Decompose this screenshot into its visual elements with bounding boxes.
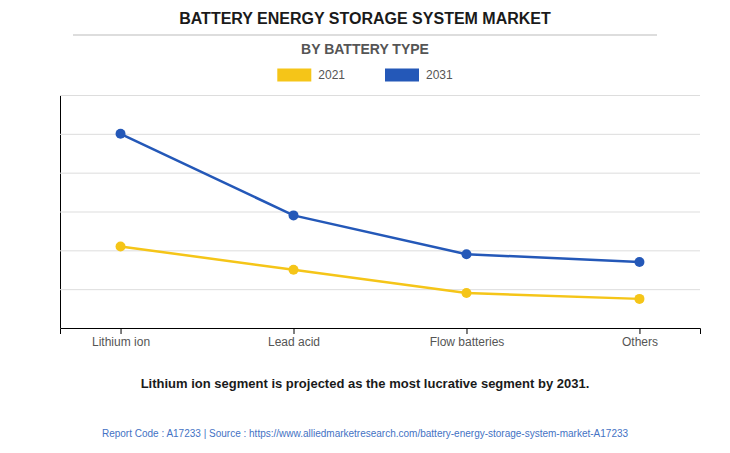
x-tick-label: Lithium ion — [92, 335, 150, 349]
series-point — [289, 265, 299, 275]
subtitle: BY BATTERY TYPE — [301, 41, 429, 57]
series-line — [121, 134, 640, 262]
series-point — [461, 288, 471, 298]
x-tick-label: Lead acid — [268, 335, 320, 349]
x-tick: Flow batteries — [430, 328, 505, 349]
title-rule — [73, 35, 657, 36]
series-group — [116, 129, 645, 304]
grid-line — [60, 95, 700, 96]
x-axis-line — [61, 329, 701, 335]
series-line — [121, 246, 640, 298]
series-point — [116, 241, 126, 251]
grid-line — [60, 289, 700, 290]
x-tick-mark — [466, 328, 467, 334]
x-tick-label: Flow batteries — [430, 335, 505, 349]
x-tick-mark — [121, 328, 122, 334]
series-point — [116, 129, 126, 139]
series-point — [289, 210, 299, 220]
footer: Report Code : A17233 | Source : https://… — [102, 428, 629, 439]
legend-label: 2031 — [426, 68, 453, 82]
y-tick — [60, 95, 700, 96]
chart: BATTERY ENERGY STORAGE SYSTEM MARKET BY B… — [0, 0, 730, 453]
y-tick — [60, 134, 700, 135]
legend: 2021 2031 — [277, 68, 453, 82]
legend-swatch — [385, 69, 419, 82]
series-point — [634, 294, 644, 304]
y-axis-line — [61, 96, 701, 329]
y-axis — [60, 96, 700, 329]
title: BATTERY ENERGY STORAGE SYSTEM MARKET — [179, 10, 551, 27]
x-tick: Lead acid — [268, 328, 320, 349]
x-tick-mark — [639, 328, 640, 334]
legend-item: 2031 — [385, 68, 453, 82]
annotation: Lithium ion segment is projected as the … — [141, 376, 590, 391]
legend-label: 2021 — [318, 68, 345, 82]
legend-item: 2021 — [277, 68, 345, 82]
x-tick-mark — [294, 328, 295, 334]
x-tick: Others — [622, 328, 658, 349]
y-tick — [60, 289, 700, 290]
legend-swatch — [277, 69, 311, 82]
x-axis: Lithium ion Lead acid Flow batteries Others — [61, 328, 701, 349]
series-point — [461, 249, 471, 259]
grid-line — [60, 173, 700, 174]
y-tick — [60, 212, 700, 213]
plot: Lithium ion Lead acid Flow batteries Others — [60, 96, 701, 349]
y-tick — [60, 173, 700, 174]
x-tick: Lithium ion — [92, 328, 150, 349]
series-point — [634, 257, 644, 267]
grid-line — [60, 212, 700, 213]
x-tick-label: Others — [622, 335, 658, 349]
grid-line — [60, 134, 700, 135]
